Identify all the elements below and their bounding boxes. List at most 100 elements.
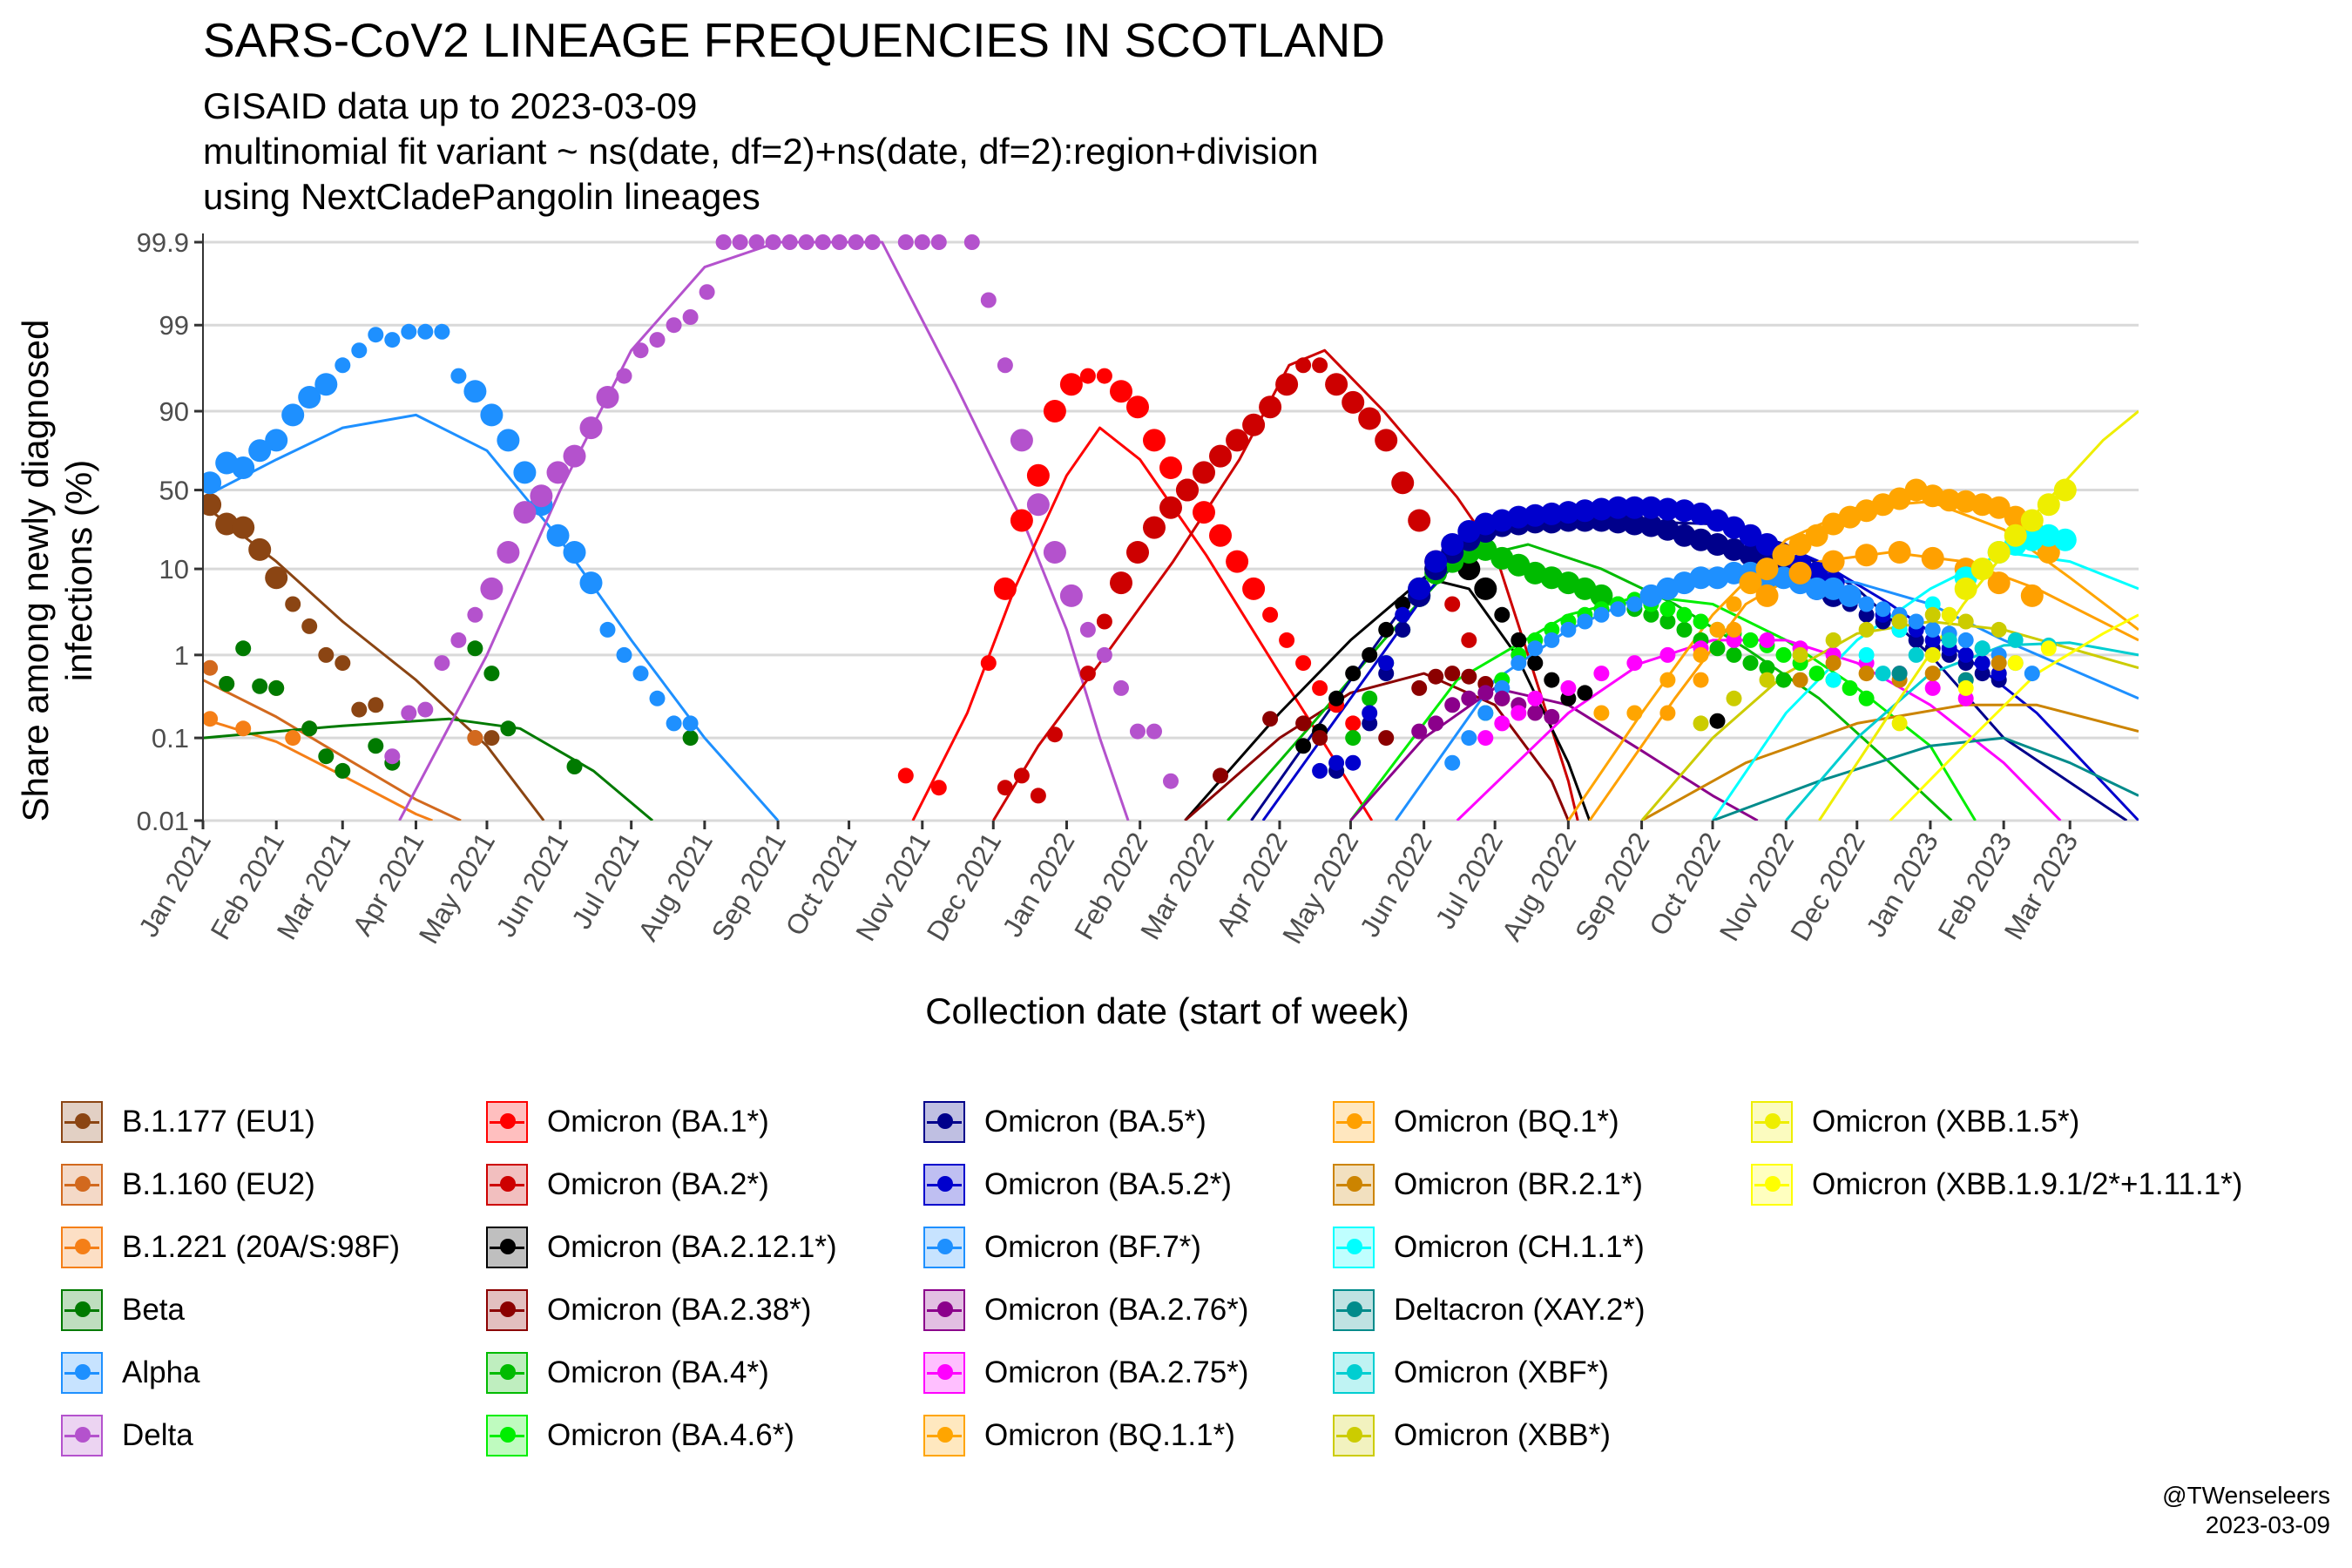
data-point (997, 780, 1013, 796)
data-point (2037, 541, 2060, 564)
y-tick-label: 90 (159, 396, 189, 427)
data-point (1362, 705, 1378, 721)
data-point (1573, 499, 1597, 523)
subtitle-line-1: GISAID data up to 2023-03-09 (203, 85, 698, 126)
data-point (1577, 613, 1593, 630)
data-point (1295, 715, 1312, 732)
legend-item: Omicron (BA.5.2*) (923, 1159, 1232, 1211)
data-point (252, 678, 268, 694)
legend-key (1333, 1164, 1375, 1206)
data-point (1411, 679, 1428, 696)
data-point (1924, 606, 1941, 623)
y-axis-title-line-2: infections (%) (58, 460, 99, 681)
data-point (1527, 655, 1544, 672)
data-point (450, 632, 467, 648)
y-tick-label: 0.1 (152, 723, 189, 754)
x-tick-label: Oct 2021 (780, 828, 863, 941)
data-point (1974, 640, 1990, 657)
data-point (1775, 672, 1792, 688)
data-point (1560, 679, 1577, 696)
data-point (897, 234, 914, 250)
data-point (1941, 632, 1957, 648)
data-point (1957, 613, 1974, 630)
data-point (203, 471, 222, 495)
data-point (1511, 655, 1527, 672)
data-point (285, 730, 301, 747)
data-point (1593, 606, 1610, 623)
data-point (563, 541, 586, 564)
data-point (1110, 380, 1132, 403)
data-point (1159, 456, 1182, 479)
data-point (1987, 541, 2011, 564)
data-point (864, 234, 881, 250)
data-point (1726, 646, 1742, 663)
data-point (1146, 723, 1162, 740)
data-point (1626, 705, 1643, 721)
legend-key (61, 1227, 103, 1268)
legend-key-dot (75, 1176, 91, 1192)
data-point (831, 234, 848, 250)
legend-key-dot (937, 1113, 953, 1129)
legend-item: Omicron (BA.2.12.1*) (486, 1221, 837, 1274)
legend-label: Omicron (BQ.1.1*) (984, 1418, 1235, 1452)
data-point (368, 738, 384, 754)
legend-key (61, 1415, 103, 1456)
data-point (1990, 621, 2007, 638)
legend-label: B.1.177 (EU1) (122, 1105, 315, 1139)
data-point (1362, 646, 1378, 663)
legend-key-dot (1765, 1113, 1781, 1129)
data-point (1242, 577, 1266, 600)
legend-key-dot (75, 1427, 91, 1443)
legend-key-dot (1347, 1176, 1362, 1192)
credit-author: @TWenseleers (2162, 1482, 2330, 1509)
data-point (1855, 544, 1878, 567)
data-point (1639, 496, 1663, 519)
data-point (1444, 596, 1461, 612)
data-point (1739, 571, 1762, 595)
legend-key (61, 1352, 103, 1394)
legend-key-dot (500, 1239, 516, 1254)
data-point (1755, 558, 1779, 581)
legend-key (923, 1415, 965, 1456)
legend-label: Omicron (BA.2.38*) (547, 1293, 812, 1327)
data-point (434, 655, 450, 672)
legend: B.1.177 (EU1) B.1.160 (EU2) B.1.221 (20A/S… (61, 1096, 2326, 1514)
data-point (781, 234, 798, 250)
legend-key (486, 1352, 528, 1394)
data-point (1693, 646, 1709, 663)
legend-label: Omicron (BA.2.12.1*) (547, 1230, 837, 1264)
data-point (1079, 621, 1096, 638)
data-point (616, 646, 632, 663)
data-point (1375, 429, 1398, 452)
data-point (298, 386, 321, 409)
data-point (1026, 493, 1050, 517)
data-point (1441, 533, 1464, 556)
data-point (203, 659, 219, 676)
legend-item: B.1.160 (EU2) (61, 1159, 315, 1211)
data-point (1079, 666, 1096, 682)
data-point (1974, 655, 1990, 672)
legend-key-dot (1347, 1364, 1362, 1380)
legend-key (486, 1227, 528, 1268)
data-point (1444, 697, 1461, 713)
data-point (384, 332, 401, 348)
data-point (930, 780, 947, 796)
data-point (1126, 541, 1149, 564)
legend-item: Omicron (BA.2.38*) (486, 1284, 811, 1336)
data-point (1408, 509, 1431, 532)
data-point (1428, 668, 1444, 685)
legend-item: Omicron (BA.5*) (923, 1096, 1206, 1148)
legend-label: Omicron (XBB*) (1394, 1418, 1611, 1452)
data-point (235, 640, 252, 657)
data-point (1659, 601, 1676, 618)
data-point (335, 357, 351, 374)
data-point (1610, 601, 1626, 618)
data-point (232, 456, 255, 479)
data-point (1577, 685, 1593, 701)
data-point (1193, 501, 1215, 524)
data-point (1477, 730, 1494, 747)
data-point (1709, 713, 1726, 729)
data-point (1295, 655, 1312, 672)
data-point (1477, 685, 1494, 701)
data-point (1970, 558, 1994, 581)
